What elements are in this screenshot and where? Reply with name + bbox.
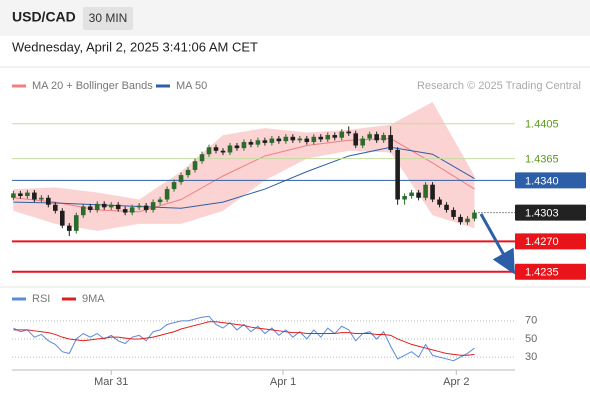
- candle-body: [318, 136, 324, 140]
- candle-body: [150, 202, 156, 210]
- level-label: 1.4405: [525, 119, 559, 131]
- candle-body: [164, 189, 170, 200]
- y-tick-label: 30: [525, 351, 537, 363]
- forecast-arrow: [479, 213, 515, 275]
- candle-body: [136, 205, 142, 208]
- candle-body: [192, 161, 198, 170]
- candle-body: [46, 197, 51, 205]
- candle-body: [129, 207, 135, 213]
- candle-body: [66, 225, 72, 231]
- candle-body: [255, 140, 261, 145]
- candle-body: [25, 192, 30, 197]
- candle-body: [437, 199, 442, 205]
- y-tick-label: 70: [525, 315, 537, 327]
- candle-body: [332, 135, 338, 138]
- candle-body: [241, 142, 247, 149]
- level-label: 1.4235: [525, 267, 559, 279]
- candle-body: [395, 149, 400, 200]
- candle-body: [381, 135, 386, 141]
- candle-body: [53, 204, 58, 211]
- candle-body: [374, 134, 379, 141]
- level-box: [515, 204, 586, 221]
- legend-label: RSI: [32, 293, 50, 305]
- level-label: 1.4365: [525, 153, 559, 165]
- candle-body: [304, 138, 310, 143]
- candle-body: [157, 199, 163, 203]
- candle-body: [178, 175, 184, 183]
- candle-body: [451, 209, 456, 217]
- level-label: 1.4270: [525, 236, 559, 248]
- candle-body: [388, 135, 393, 150]
- legend-label: 9MA: [82, 293, 105, 305]
- candle-body: [171, 182, 177, 190]
- x-tick-label: Apr 2: [443, 376, 469, 388]
- candle-body: [360, 138, 366, 146]
- candle-body: [80, 206, 86, 216]
- candle-body: [101, 203, 107, 208]
- candle-body: [444, 204, 449, 210]
- candle-body: [283, 136, 289, 142]
- candle-body: [416, 192, 421, 198]
- level-label: 1.4303: [525, 207, 559, 219]
- y-tick-label: 50: [525, 333, 537, 345]
- level-label: 1.4340: [525, 175, 559, 187]
- candle-body: [409, 192, 414, 197]
- level-box: [515, 233, 586, 250]
- legend-label: MA 20 + Bollinger Bands: [32, 80, 153, 92]
- candle-body: [199, 154, 205, 162]
- candle-body: [269, 138, 275, 143]
- candle-body: [227, 145, 233, 153]
- candle-body: [87, 206, 93, 210]
- candle-body: [11, 193, 16, 198]
- source: Research © 2025 Trading Central: [417, 80, 581, 92]
- candle-body: [18, 193, 23, 197]
- candle-body: [311, 136, 317, 143]
- candle-body: [234, 145, 240, 149]
- candle-body: [430, 184, 435, 200]
- candle-body: [262, 140, 268, 143]
- candle-body: [60, 210, 65, 226]
- candle-body: [94, 203, 100, 210]
- timeframe-label[interactable]: 30 MIN: [89, 11, 128, 25]
- timestamp: Wednesday, April 2, 2025 3:41:06 AM CET: [12, 39, 258, 54]
- candle-body: [213, 147, 219, 151]
- legend-label: MA 50: [176, 80, 207, 92]
- candle-body: [276, 138, 282, 142]
- candle-body: [339, 131, 345, 138]
- plot: Mar 31 Apr 1 Apr 2 MA 20 + Bollinger Bands M…: [11, 80, 586, 388]
- candle-body: [465, 218, 470, 223]
- candle-body: [143, 205, 149, 210]
- candle-body: [472, 212, 477, 219]
- timeframe-button[interactable]: [83, 7, 133, 30]
- candle-body: [325, 135, 331, 140]
- level-box: [515, 263, 586, 280]
- candle-body: [108, 204, 114, 208]
- x-tick-label: Mar 31: [94, 376, 128, 388]
- candle-body: [458, 216, 463, 223]
- indicator-line: [13, 321, 475, 356]
- candle-body: [185, 169, 191, 176]
- candle-body: [290, 136, 296, 141]
- level-box: [515, 172, 586, 189]
- indicator-line: [13, 315, 475, 362]
- candle-body: [346, 131, 352, 134]
- candle-body: [367, 134, 372, 139]
- candle-body: [248, 142, 254, 145]
- candle-body: [115, 204, 121, 210]
- x-tick-label: Apr 1: [270, 376, 296, 388]
- candle-body: [353, 133, 359, 146]
- candle-body: [220, 150, 226, 153]
- candle-body: [423, 184, 428, 198]
- symbol-title: USD/CAD: [12, 9, 76, 25]
- candle-body: [73, 215, 79, 231]
- candle-body: [206, 147, 212, 155]
- candle-body: [39, 197, 44, 200]
- candle-body: [297, 138, 303, 141]
- candle-body: [402, 196, 407, 200]
- candle-body: [32, 192, 37, 200]
- candle-body: [122, 209, 128, 213]
